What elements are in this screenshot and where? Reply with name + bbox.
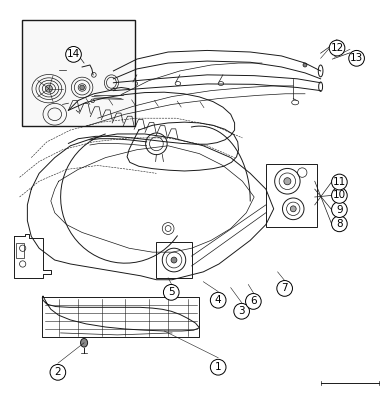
Text: 12: 12 xyxy=(330,43,344,53)
Text: 9: 9 xyxy=(336,204,343,215)
Circle shape xyxy=(332,174,347,190)
Text: 4: 4 xyxy=(215,295,221,305)
Text: 13: 13 xyxy=(350,53,363,63)
Circle shape xyxy=(210,292,226,308)
Circle shape xyxy=(329,40,345,56)
Text: 2: 2 xyxy=(55,367,61,377)
Bar xyxy=(22,20,135,126)
Bar xyxy=(16,243,24,258)
Circle shape xyxy=(163,284,179,300)
Text: 10: 10 xyxy=(333,190,346,201)
Text: 5: 5 xyxy=(168,287,174,297)
Text: 7: 7 xyxy=(282,283,288,294)
Circle shape xyxy=(234,303,249,319)
Circle shape xyxy=(332,202,347,217)
Text: 11: 11 xyxy=(333,177,346,187)
Text: 14: 14 xyxy=(67,49,80,59)
Circle shape xyxy=(50,364,66,380)
Text: 1: 1 xyxy=(215,362,221,372)
Bar xyxy=(156,242,192,278)
Bar xyxy=(266,164,317,227)
Circle shape xyxy=(66,46,81,62)
Ellipse shape xyxy=(171,257,177,263)
Ellipse shape xyxy=(80,85,84,90)
Ellipse shape xyxy=(45,85,52,92)
Circle shape xyxy=(246,294,261,309)
Text: 3: 3 xyxy=(239,306,245,316)
Text: 8: 8 xyxy=(336,219,343,229)
Ellipse shape xyxy=(81,338,88,347)
Circle shape xyxy=(332,216,347,232)
Text: 6: 6 xyxy=(250,296,256,307)
Circle shape xyxy=(277,281,292,296)
Circle shape xyxy=(349,50,364,66)
Ellipse shape xyxy=(284,178,291,185)
Ellipse shape xyxy=(303,63,307,67)
Circle shape xyxy=(210,359,226,375)
Circle shape xyxy=(332,188,347,203)
Ellipse shape xyxy=(290,206,296,212)
